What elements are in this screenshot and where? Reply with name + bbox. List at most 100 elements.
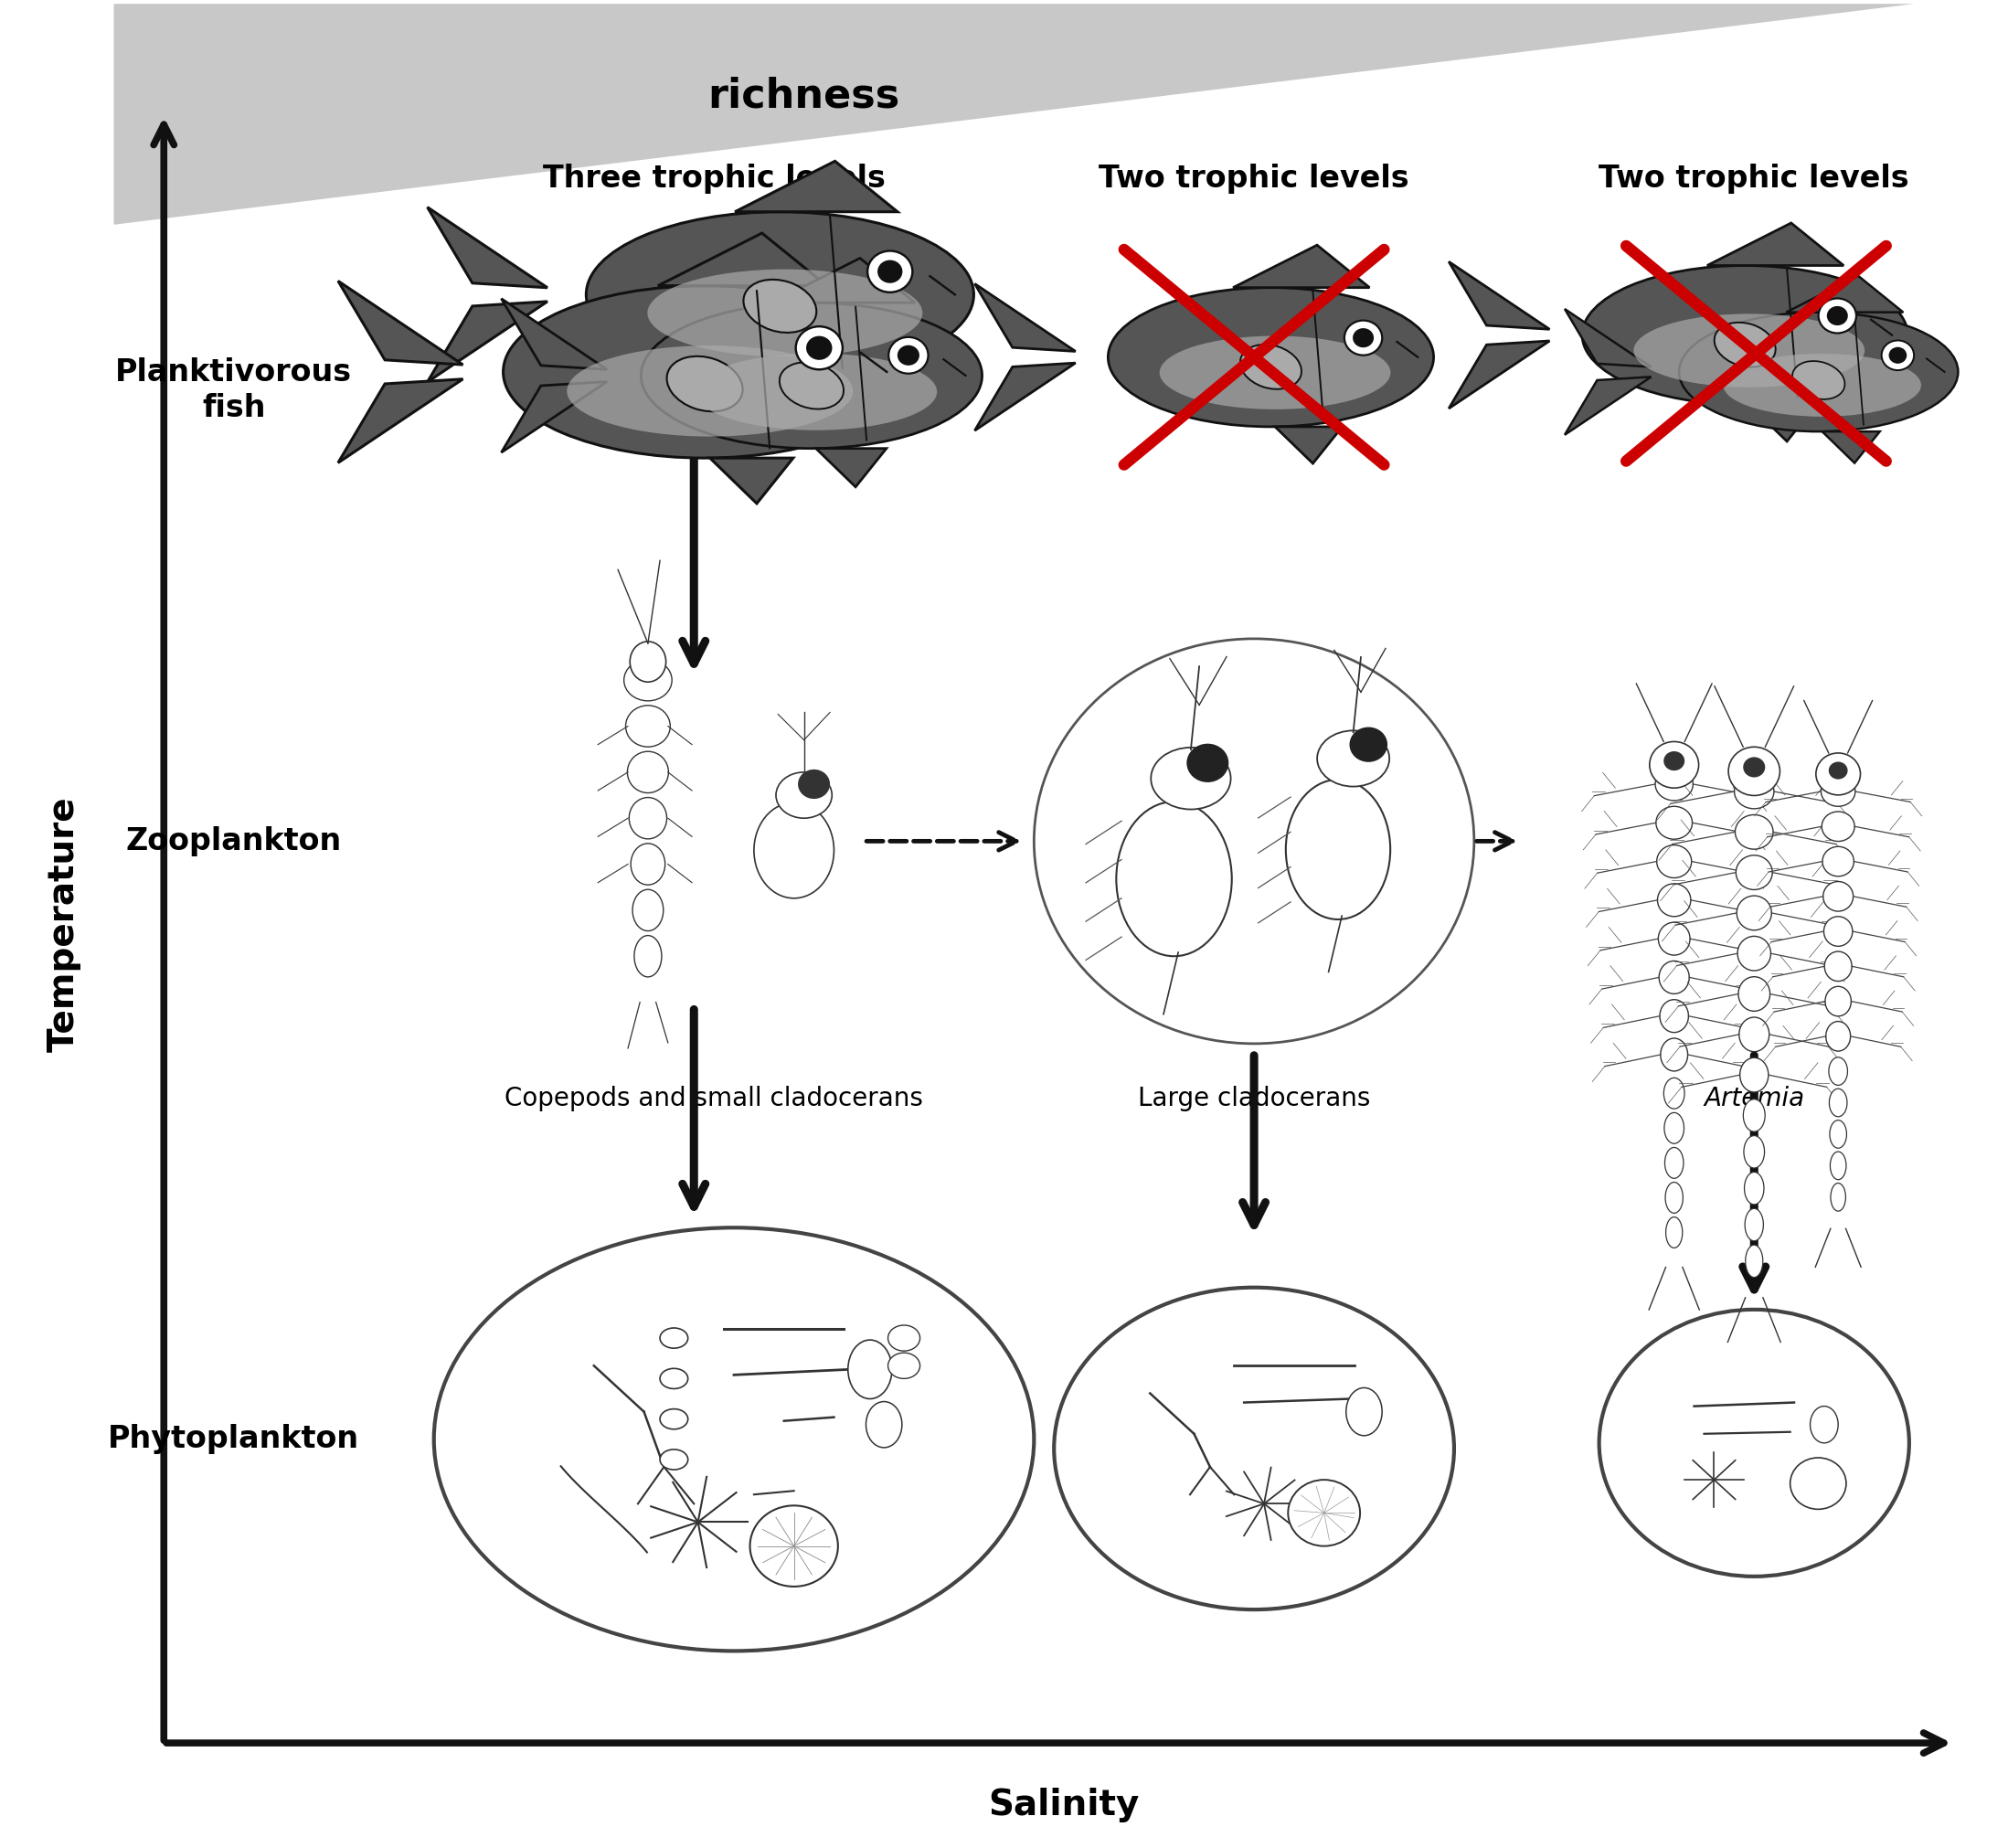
Polygon shape [1450,340,1550,408]
Circle shape [1881,340,1914,370]
Ellipse shape [1829,1057,1847,1085]
Ellipse shape [586,213,974,377]
Ellipse shape [1159,336,1392,410]
Polygon shape [1821,432,1879,464]
Ellipse shape [661,1329,689,1349]
Ellipse shape [1809,1406,1837,1443]
Circle shape [805,336,831,360]
Ellipse shape [1649,741,1699,787]
Ellipse shape [1823,917,1853,946]
Polygon shape [1450,262,1550,329]
Ellipse shape [888,1353,920,1379]
Polygon shape [659,233,827,286]
Circle shape [1743,758,1765,778]
Ellipse shape [1661,1000,1689,1033]
Ellipse shape [1821,776,1855,806]
Ellipse shape [1739,1016,1769,1052]
Ellipse shape [1737,856,1773,889]
Text: Copepods and small cladocerans: Copepods and small cladocerans [504,1087,924,1112]
Ellipse shape [667,357,743,412]
Ellipse shape [647,270,922,357]
Ellipse shape [1793,360,1845,399]
Ellipse shape [633,889,663,931]
Circle shape [797,769,829,798]
Ellipse shape [695,353,938,431]
Ellipse shape [1598,1310,1910,1576]
Ellipse shape [1665,1077,1685,1109]
Circle shape [1890,347,1908,364]
Ellipse shape [1715,322,1775,368]
Ellipse shape [1655,767,1693,800]
Ellipse shape [626,706,671,747]
Ellipse shape [1737,896,1771,930]
Ellipse shape [504,286,906,458]
Ellipse shape [1829,1151,1845,1179]
Text: Salinity: Salinity [988,1787,1141,1822]
Text: Two trophic levels: Two trophic levels [1098,164,1410,194]
Ellipse shape [865,1401,902,1447]
Ellipse shape [1657,806,1693,839]
Circle shape [1353,329,1373,347]
Ellipse shape [847,1340,892,1399]
Ellipse shape [1665,1183,1683,1212]
Ellipse shape [1679,312,1958,432]
Ellipse shape [1825,987,1851,1016]
Polygon shape [974,362,1076,431]
Ellipse shape [1723,353,1922,416]
Ellipse shape [1745,1246,1763,1277]
Polygon shape [974,285,1076,351]
Text: Phytoplankton: Phytoplankton [108,1425,359,1454]
Circle shape [795,327,843,370]
Ellipse shape [1745,1209,1763,1240]
Text: Zooplankton: Zooplankton [127,826,341,856]
Ellipse shape [661,1369,689,1388]
Circle shape [1349,726,1388,761]
Ellipse shape [661,1408,689,1429]
Circle shape [898,346,920,366]
Text: Two trophic levels: Two trophic levels [1598,164,1910,194]
Ellipse shape [1661,1039,1689,1072]
Text: Temperature: Temperature [46,796,80,1052]
Circle shape [1827,307,1847,325]
Circle shape [1791,1458,1845,1510]
Ellipse shape [1659,922,1691,955]
Ellipse shape [743,279,817,333]
Ellipse shape [1054,1288,1454,1610]
Ellipse shape [1735,815,1773,850]
Ellipse shape [641,303,982,449]
Polygon shape [1564,377,1651,434]
Ellipse shape [1151,747,1231,809]
Text: Three trophic levels: Three trophic levels [542,164,886,194]
Polygon shape [1787,275,1904,312]
Ellipse shape [1737,937,1771,970]
Ellipse shape [1821,811,1855,841]
Polygon shape [1707,224,1843,266]
Polygon shape [1749,405,1817,442]
Ellipse shape [1659,961,1689,994]
Ellipse shape [1667,1218,1683,1247]
Ellipse shape [1823,846,1853,876]
Circle shape [890,336,928,373]
Ellipse shape [779,362,843,408]
Ellipse shape [631,843,665,885]
Polygon shape [1233,246,1369,288]
Polygon shape [428,301,548,383]
Polygon shape [502,299,606,370]
Circle shape [1345,320,1382,355]
Ellipse shape [1743,1100,1765,1131]
Polygon shape [785,377,865,421]
Polygon shape [735,161,898,213]
Polygon shape [337,281,464,364]
Ellipse shape [1815,752,1859,795]
Ellipse shape [1285,780,1390,920]
Text: Large cladocerans: Large cladocerans [1139,1087,1369,1112]
Ellipse shape [1825,952,1851,981]
Ellipse shape [1745,1172,1763,1205]
Polygon shape [114,4,1914,225]
Ellipse shape [1829,1120,1847,1148]
Polygon shape [1275,427,1341,464]
Ellipse shape [1635,314,1865,388]
Ellipse shape [635,935,663,978]
Ellipse shape [661,1449,689,1469]
Text: Planktivorous
fish: Planktivorous fish [114,359,351,423]
